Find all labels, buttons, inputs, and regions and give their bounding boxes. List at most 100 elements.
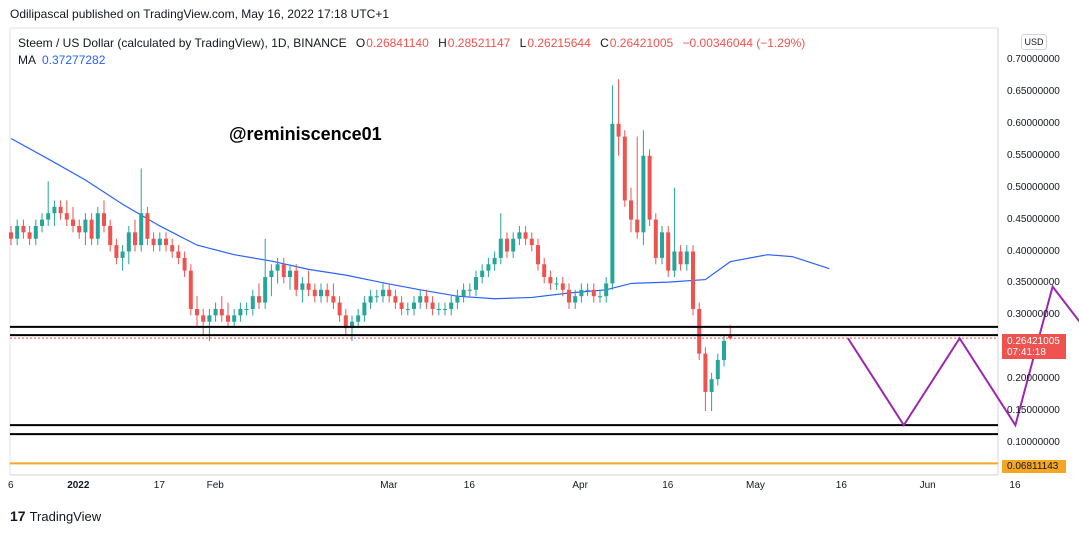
- candle-body: [207, 315, 212, 322]
- candle-body: [635, 219, 640, 233]
- candle-body: [350, 321, 354, 329]
- candle-body: [306, 283, 311, 290]
- candle-body: [542, 264, 547, 278]
- candle-body: [108, 225, 113, 246]
- candle-body: [641, 155, 646, 233]
- footer-brand[interactable]: 17 TradingView: [10, 508, 101, 524]
- change-value: −0.00346044 (−1.29%): [682, 36, 806, 50]
- x-tick-label: 16: [1009, 480, 1021, 491]
- candle-body: [157, 238, 162, 246]
- candle-body: [58, 206, 63, 214]
- candle-body: [591, 289, 596, 297]
- candle-body: [678, 251, 683, 265]
- candle-body: [188, 270, 193, 309]
- candle-body: [269, 270, 274, 278]
- candle-body: [288, 270, 292, 278]
- candle-body: [275, 264, 280, 271]
- candle-body: [722, 340, 726, 361]
- candle-body: [312, 289, 317, 297]
- candle-body: [443, 308, 447, 310]
- candle-body: [337, 302, 342, 316]
- x-tick-label: 16: [662, 480, 674, 491]
- x-tick-label: May: [746, 480, 765, 491]
- candle-body: [486, 264, 491, 271]
- candle-body: [52, 206, 57, 214]
- candle-body: [133, 232, 137, 246]
- candle-body: [616, 123, 621, 137]
- candle-body: [381, 289, 385, 297]
- candle-body: [387, 289, 392, 297]
- candle-body: [492, 257, 497, 265]
- candle-body: [467, 289, 472, 291]
- candle-body: [666, 232, 671, 271]
- y-tick-label: 0.50000000: [1007, 181, 1060, 193]
- y-tick-label: 0.30000000: [1007, 309, 1060, 321]
- symbol-title: Steem / US Dollar (calculated by Trading…: [18, 36, 347, 50]
- open-value: 0.26841140: [366, 36, 429, 50]
- candle-body: [703, 353, 708, 392]
- x-tick-label: Apr: [572, 480, 588, 491]
- candle-body: [331, 296, 336, 303]
- watermark-text: @reminiscence01: [229, 124, 382, 144]
- candle-body: [622, 136, 627, 201]
- current-price-tag: 0.26421005 07:41:18: [1002, 334, 1066, 359]
- candle-body: [399, 302, 404, 309]
- x-tick-label: Jun: [919, 480, 936, 491]
- candle-body: [647, 155, 652, 220]
- low-value: 0.26215644: [527, 36, 591, 50]
- candle-body: [511, 238, 516, 252]
- candle-body: [405, 308, 410, 310]
- candle-body: [418, 296, 423, 303]
- candle-body: [126, 232, 131, 252]
- countdown-label: 07:41:18: [1007, 347, 1046, 358]
- candle-body: [449, 302, 454, 309]
- candle-body: [21, 225, 26, 233]
- candle-body: [660, 232, 664, 258]
- y-tick-label: 0.55000000: [1007, 149, 1060, 161]
- candle-body: [474, 277, 478, 290]
- candle-body: [15, 225, 20, 239]
- candle-body: [40, 219, 44, 226]
- candle-body: [114, 245, 119, 258]
- x-tick-label: 16: [463, 480, 475, 491]
- candle-body: [684, 251, 689, 265]
- y-tick-label: 0.10000000: [1007, 437, 1060, 448]
- open-label: O: [355, 36, 366, 50]
- candle-body: [46, 213, 51, 220]
- candle-body: [548, 277, 553, 284]
- candle-body: [226, 315, 230, 322]
- candle-body: [343, 315, 348, 329]
- y-tick-label: 0.65000000: [1007, 85, 1060, 97]
- candle-body: [393, 296, 398, 303]
- close-value: 0.26421005: [609, 36, 674, 50]
- candle-body: [430, 302, 435, 309]
- currency-button[interactable]: USD: [1021, 34, 1047, 50]
- candle-body: [579, 289, 584, 297]
- orange-price-label: 0.06811143: [1007, 461, 1059, 472]
- y-tick-label: 0.20000000: [1007, 373, 1060, 385]
- candle-body: [604, 283, 609, 297]
- tradingview-logo-icon: 17: [10, 508, 26, 524]
- candle-body: [170, 245, 175, 252]
- candle-body: [567, 289, 571, 303]
- candle-body: [517, 232, 522, 239]
- y-tick-label: 0.35000000: [1007, 277, 1060, 289]
- plot-frame: [9, 27, 999, 476]
- candle-body: [319, 289, 323, 297]
- candle-body: [201, 315, 206, 322]
- candle-body: [498, 238, 503, 258]
- candle-body: [300, 283, 305, 290]
- candle-body: [102, 213, 106, 226]
- candle-body: [455, 296, 460, 303]
- candle-body: [263, 277, 268, 303]
- y-tick-label: 0.40000000: [1007, 245, 1060, 257]
- candle-body: [151, 238, 156, 246]
- candle-body: [213, 308, 218, 316]
- x-tick-label: 6: [8, 480, 14, 491]
- candle-body: [83, 219, 88, 233]
- candle-body: [325, 289, 330, 297]
- candle-body: [436, 308, 441, 310]
- candle-body: [560, 283, 565, 290]
- candle-body: [164, 238, 168, 246]
